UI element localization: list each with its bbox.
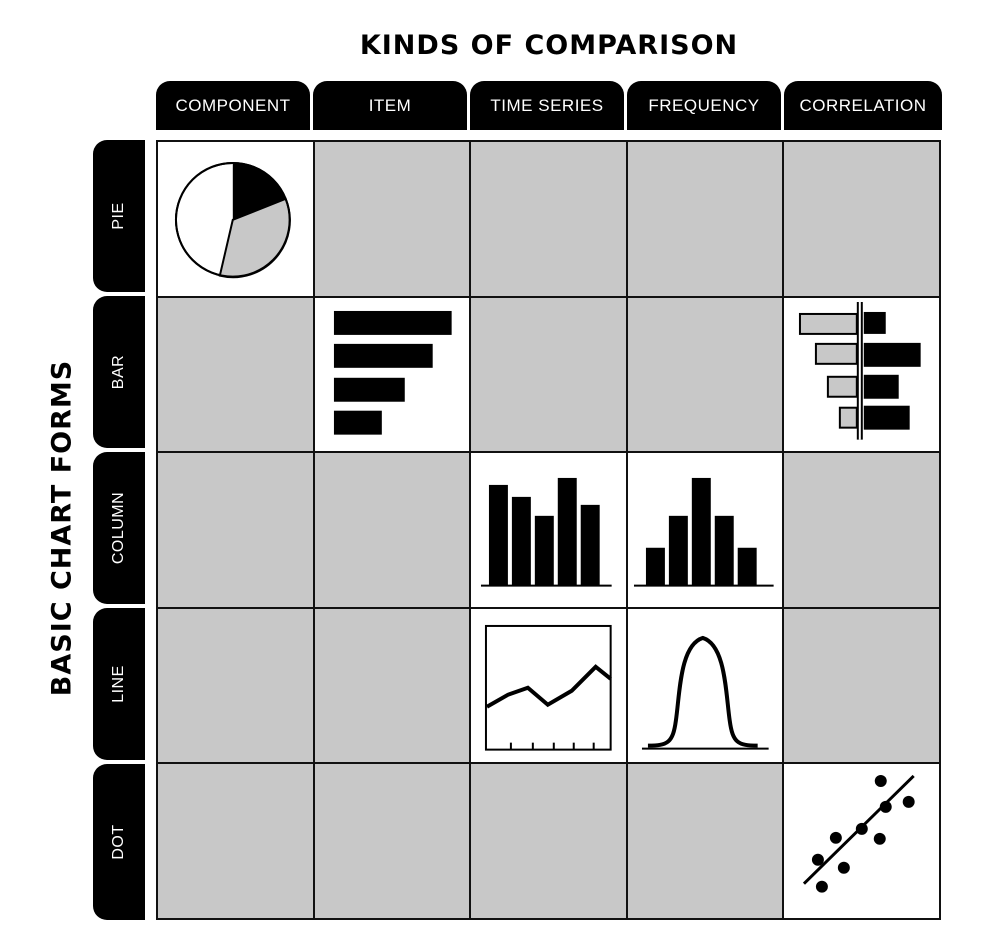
row-label-dot: DOT <box>110 824 127 860</box>
row-header-line: LINE <box>93 608 145 760</box>
cell-column-frequency <box>627 453 783 607</box>
cell-column-item <box>314 453 470 607</box>
cell-line-item <box>314 608 470 763</box>
row-header-pie: PIE <box>93 140 145 292</box>
cell-bar-frequency <box>627 297 783 452</box>
cell-dot-correlation <box>784 764 939 918</box>
matrix-grid <box>156 140 941 920</box>
row-label-line: LINE <box>110 665 127 703</box>
cell-pie-frequency <box>627 142 783 296</box>
row-label-column: COLUMN <box>110 491 127 565</box>
column-header-item: ITEM <box>313 81 467 130</box>
row-header-column: COLUMN <box>93 452 145 604</box>
cell-line-time-series <box>471 608 626 763</box>
row-header-bar: BAR <box>93 296 145 448</box>
scatter-chart-icon <box>803 775 916 894</box>
top-title: KINDS OF COMPARISON <box>359 30 739 61</box>
cell-line-frequency <box>627 608 783 763</box>
cell-column-correlation <box>784 453 939 607</box>
column-header-time-series: TIME SERIES <box>470 81 624 130</box>
bell-curve-chart-icon <box>641 635 769 750</box>
pie-chart-icon <box>174 161 291 279</box>
cell-pie-component <box>158 142 313 296</box>
cell-pie-correlation <box>784 142 939 296</box>
cell-bar-item <box>314 297 470 452</box>
cell-pie-item <box>314 142 470 296</box>
histogram-chart-icon <box>633 478 774 587</box>
cell-bar-time-series <box>471 297 626 452</box>
cell-bar-component <box>158 297 313 452</box>
cell-dot-component <box>158 764 313 918</box>
column-chart-icon <box>481 478 612 587</box>
cell-line-correlation <box>784 608 939 763</box>
cell-dot-time-series <box>471 764 626 918</box>
row-label-bar: BAR <box>110 354 127 390</box>
bar-chart-icon <box>333 310 452 435</box>
deviation-bar-chart-icon <box>799 301 922 440</box>
line-chart-icon <box>485 624 613 751</box>
column-header-correlation: CORRELATION <box>784 81 942 130</box>
cell-bar-correlation <box>784 297 939 452</box>
cell-dot-frequency <box>627 764 783 918</box>
cell-line-component <box>158 608 313 763</box>
cell-pie-time-series <box>471 142 626 296</box>
cell-column-time-series <box>471 453 626 607</box>
column-header-frequency: FREQUENCY <box>627 81 781 130</box>
row-label-pie: PIE <box>110 202 127 230</box>
cell-column-component <box>158 453 313 607</box>
side-title: BASIC CHART FORMS <box>46 359 78 697</box>
column-header-component: COMPONENT <box>156 81 310 130</box>
row-header-dot: DOT <box>93 764 145 920</box>
cell-dot-item <box>314 764 470 918</box>
